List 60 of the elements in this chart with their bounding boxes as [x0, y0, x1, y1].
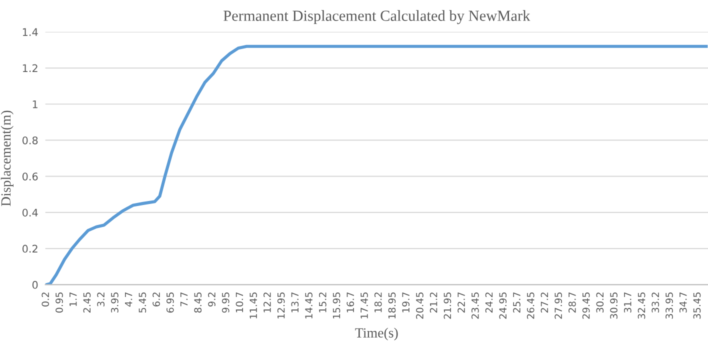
x-tick-label: 21.2 [430, 292, 438, 313]
x-tick-label: 33.95 [666, 292, 673, 319]
x-tick-label: 27.95 [554, 292, 562, 319]
x-tick-label: 27.2 [540, 292, 548, 313]
x-tick-label: 10.7 [236, 292, 244, 312]
x-tick-label: 30.2 [596, 292, 604, 313]
x-tick-label: 15.95 [332, 292, 340, 318]
x-tick-label: 9.2 [208, 292, 216, 306]
x-tick-label: 12.2 [264, 292, 271, 312]
x-tick-label: 21.95 [444, 292, 452, 319]
x-tick-label: 26.45 [526, 292, 534, 319]
x-tick-label: 1.7 [70, 292, 77, 306]
y-tick-label: 0 [32, 280, 38, 289]
x-tick-label: 17.45 [360, 292, 368, 318]
x-tick-label: 0.95 [56, 292, 63, 313]
x-tick-label: 3.2 [97, 292, 105, 306]
x-tick-label: 30.95 [610, 292, 618, 319]
chart-title: Permanent Displacement Calculated by NewMark [224, 10, 530, 24]
x-tick-label: 20.45 [416, 292, 424, 319]
x-tick-label: 5.45 [138, 292, 146, 313]
x-tick-label: 19.7 [402, 292, 410, 312]
x-tick-label: 22.7 [458, 292, 465, 313]
x-tick-label: 16.7 [346, 292, 354, 312]
x-tick-label: 24.2 [485, 292, 493, 313]
x-tick-label: 11.45 [250, 292, 258, 318]
x-tick-label: 2.45 [83, 292, 91, 313]
x-tick-label: 29.45 [582, 292, 590, 319]
y-axis-title: Displacement(m) [0, 110, 14, 206]
x-tick-label: 9.95 [222, 292, 230, 313]
x-tick-label: 24.95 [499, 292, 507, 319]
x-tick-label: 14.45 [305, 292, 312, 318]
x-tick-label: 34.7 [679, 292, 687, 313]
x-tick-label: 7.7 [180, 292, 188, 306]
x-tick-label: 23.45 [471, 292, 479, 319]
x-tick-label: 3.95 [111, 292, 118, 313]
y-tick-label: 1.4 [22, 28, 38, 36]
y-tick-label: 1 [32, 100, 38, 108]
x-tick-label: 32.45 [638, 292, 646, 319]
x-tick-label: 25.7 [513, 292, 520, 313]
x-tick-label: 18.95 [388, 292, 396, 318]
x-tick-label: 0.2 [42, 292, 50, 306]
y-tick-label: 1.2 [22, 64, 38, 72]
x-tick-label: 35.45 [693, 292, 701, 319]
y-tick-label: 0.8 [22, 136, 38, 144]
x-tick-label: 31.7 [624, 292, 632, 313]
x-tick-label: 15.2 [318, 292, 326, 312]
x-tick-label: 4.7 [125, 292, 132, 307]
x-tick-label: 13.7 [291, 292, 299, 312]
x-tick-label: 33.2 [652, 292, 660, 313]
y-tick-label: 0.6 [22, 172, 38, 180]
y-tick-label: 0.4 [22, 208, 38, 217]
x-tick-label: 12.95 [277, 292, 285, 318]
x-tick-label: 18.2 [374, 292, 382, 312]
x-tick-label: 6.95 [166, 292, 174, 313]
x-tick-label: 28.7 [568, 292, 576, 313]
x-tick-label: 8.45 [194, 292, 202, 313]
line-series [45, 44, 708, 285]
x-axis-title: Time(s) [355, 328, 398, 340]
y-tick-label: 0.2 [22, 244, 38, 253]
x-tick-label: 6.2 [152, 292, 160, 306]
